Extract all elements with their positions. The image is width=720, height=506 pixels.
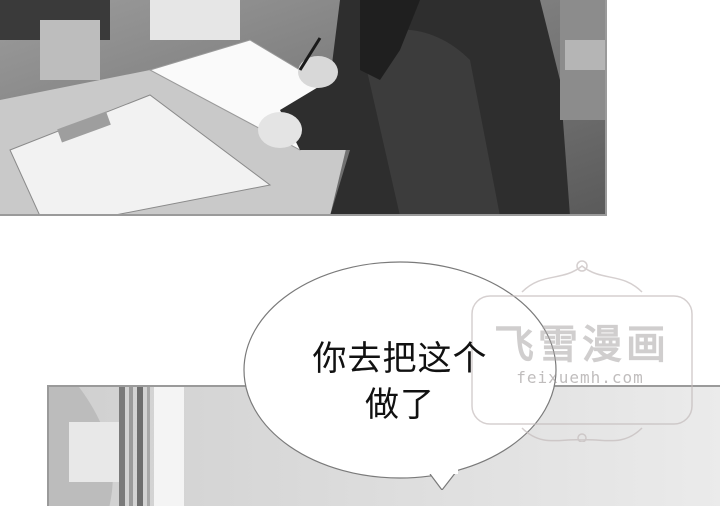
top-panel [0,0,607,216]
watermark-title: 飞雪漫画 [494,322,670,368]
speech-text: 你去把这个 做了 [242,336,558,428]
watermark-url: feixuemh.com [516,368,644,387]
speech-line-2: 做了 [365,385,435,425]
speech-line-1: 你去把这个 [312,339,488,379]
watermark-frame [471,260,693,442]
top-panel-art [0,0,605,214]
speech-bubble [243,261,557,490]
